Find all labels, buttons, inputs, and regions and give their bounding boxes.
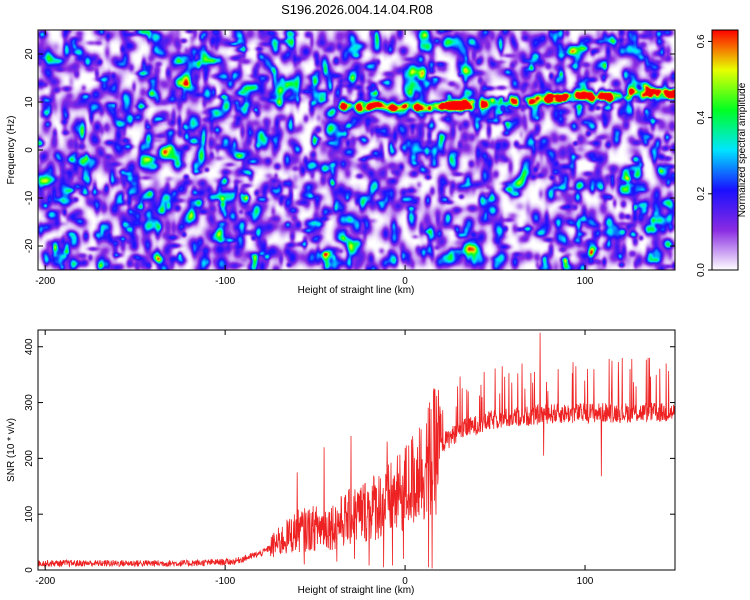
- snr-panel: -200 -100 0 100 0 100 200 300 400 Height of str…: [6, 329, 676, 596]
- colorbar-tick-label: 0.0: [696, 263, 707, 277]
- heatmap-x-axis-label: Height of straight line (km): [298, 285, 415, 296]
- heatmap-y-axis-label: Frequency (Hz): [6, 116, 17, 185]
- colorbar-label: Normalized spectral amplitude: [737, 82, 748, 217]
- y-tick-label: 10: [24, 96, 35, 108]
- y-tick-label: 300: [24, 394, 35, 411]
- figure-title: S196.2026.004.14.04.R08: [281, 2, 433, 17]
- y-tick-label: 0: [24, 147, 35, 153]
- colorbar-bar: [711, 29, 739, 271]
- y-tick-label: 20: [24, 48, 35, 60]
- x-tick-label: -200: [35, 276, 55, 287]
- snr-series-line: [38, 332, 675, 569]
- snr-frame: [37, 329, 676, 571]
- y-tick-label: 400: [24, 338, 35, 355]
- y-tick-label: 100: [24, 505, 35, 522]
- heatmap-x-ticks: -200 -100 0 100: [35, 30, 594, 287]
- snr-y-ticks: 0 100 200 300 400: [24, 338, 675, 573]
- y-tick-label: -20: [24, 238, 35, 253]
- x-tick-label: -100: [215, 276, 235, 287]
- snr-y-axis-label: SNR (10 * v/v): [6, 418, 17, 482]
- snr-x-axis-label: Height of straight line (km): [298, 585, 415, 596]
- colorbar-tick-label: 0.4: [696, 110, 707, 124]
- colorbar-tick-label: 0.6: [696, 34, 707, 48]
- colorbar: 0.0 0.2 0.4 0.6 Normalized spectral amplitu…: [696, 29, 748, 277]
- heatmap-image: [38, 30, 675, 270]
- y-tick-label: 0: [24, 567, 35, 573]
- x-tick-label: -100: [215, 576, 235, 587]
- x-tick-label: 0: [402, 576, 408, 587]
- heatmap-y-ticks: -20 -10 0 10 20: [24, 48, 675, 253]
- y-tick-label: 200: [24, 450, 35, 467]
- y-tick-label: -10: [24, 190, 35, 205]
- x-tick-label: 0: [402, 276, 408, 287]
- x-tick-label: 100: [577, 576, 594, 587]
- colorbar-ticks: 0.0 0.2 0.4 0.6: [696, 34, 712, 277]
- x-tick-label: 100: [577, 276, 594, 287]
- snr-x-ticks: -200 -100 0 100: [35, 330, 594, 587]
- x-tick-label: -200: [35, 576, 55, 587]
- colorbar-tick-label: 0.2: [696, 186, 707, 200]
